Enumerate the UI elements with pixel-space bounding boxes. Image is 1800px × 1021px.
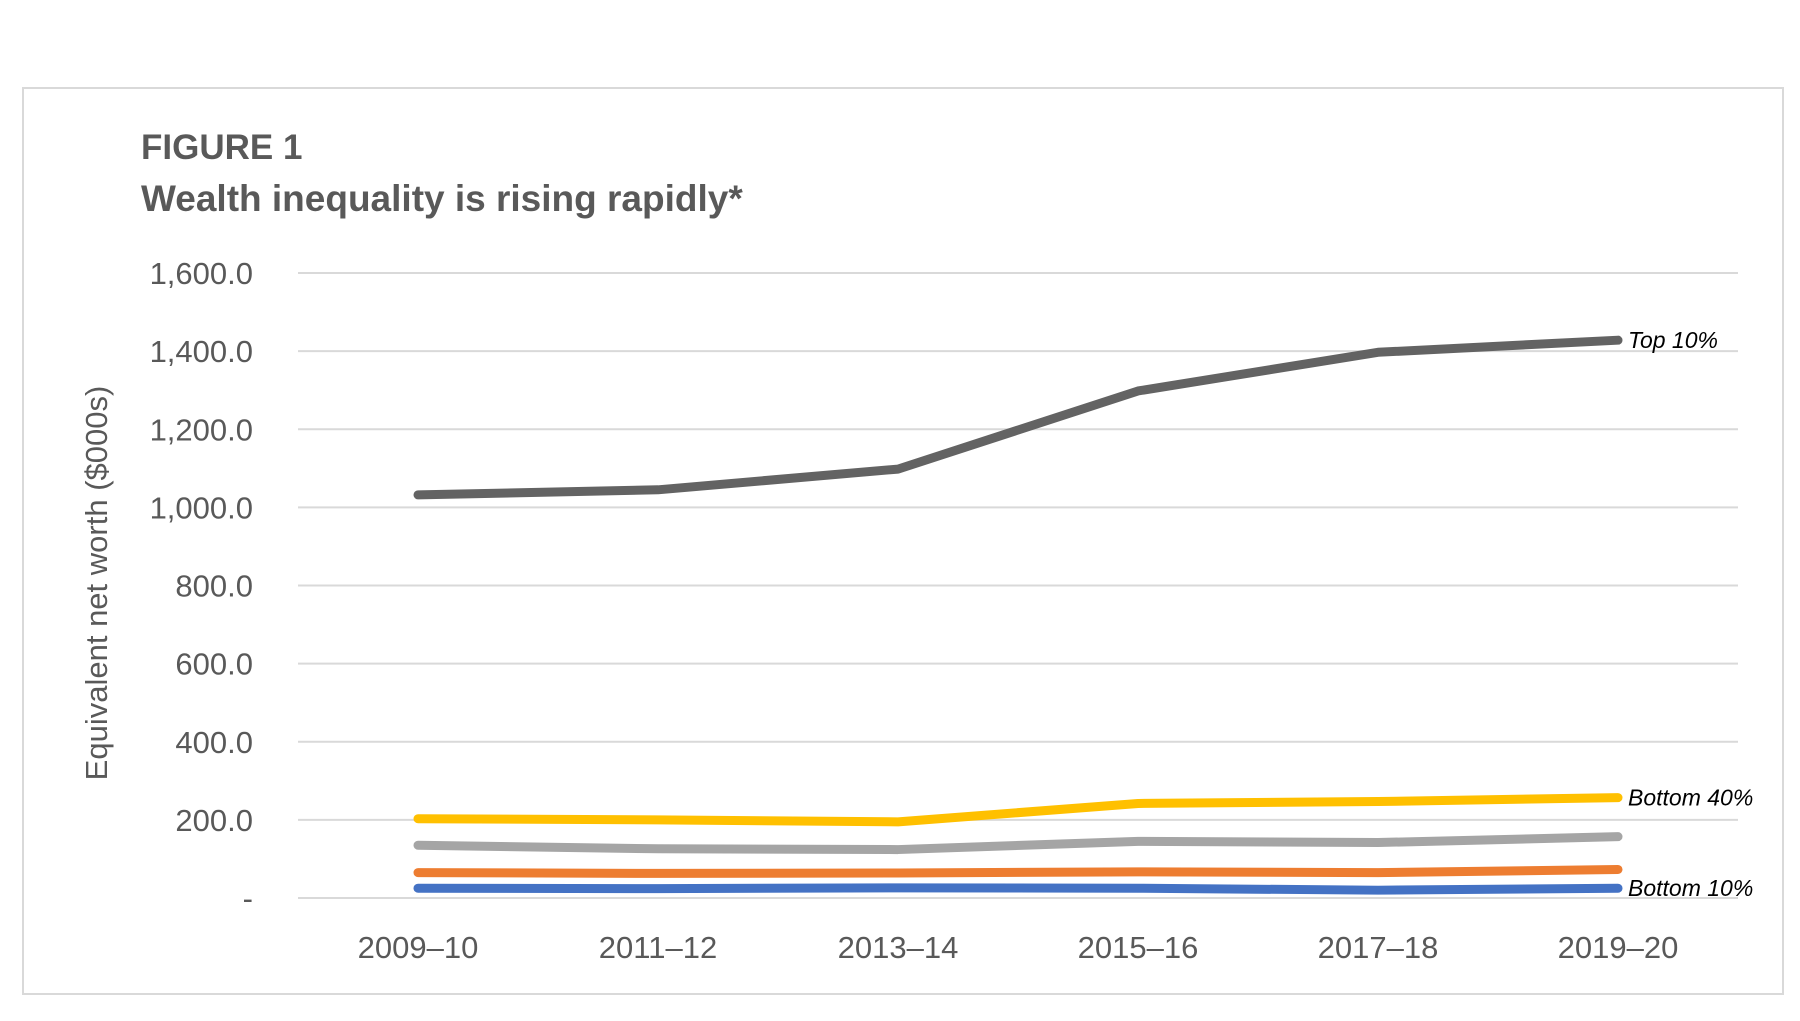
series-line [413,793,1623,827]
x-axis-ticks: 2009–10 2011–12 2013–14 2015–16 2017–18 2019–… [358,930,1679,965]
x-tick-label: 2017–18 [1318,930,1439,965]
y-tick-label: 1,400.0 [150,334,253,369]
x-tick-label: 2009–10 [358,930,479,965]
y-axis-ticks: - 200.0 400.0 600.0 800.0 1,000.0 1,200.0 1,400… [150,256,253,916]
series-line [413,883,1623,895]
series-line [413,864,1623,878]
series-label: Top 10% [1628,327,1718,353]
x-tick-label: 2013–14 [838,930,959,965]
chart-title: Wealth inequality is rising rapidly* [141,178,743,219]
y-tick-label: 200.0 [175,803,253,838]
y-tick-label: 400.0 [175,725,253,760]
y-tick-label: 800.0 [175,569,253,604]
series-label: Bottom 40% [1628,785,1753,811]
series-line [413,335,1623,500]
series-labels: Top 10% Bottom 40% Bottom 10% [1628,327,1753,901]
y-tick-label: 1,000.0 [150,490,253,525]
series-lines [413,335,1623,895]
series-line [413,832,1623,855]
y-tick-label: 600.0 [175,647,253,682]
x-tick-label: 2011–12 [599,930,717,965]
y-tick-label: 1,200.0 [150,412,253,447]
series-label: Bottom 10% [1628,875,1753,901]
figure-label: FIGURE 1 [141,128,303,167]
y-tick-label: - [243,881,253,916]
x-tick-label: 2015–16 [1078,930,1199,965]
chart-frame [22,87,1784,995]
y-tick-label: 1,600.0 [150,256,253,291]
gridlines [298,272,1738,899]
x-tick-label: 2019–20 [1558,930,1679,965]
y-axis-label: Equivalent net worth ($000s) [79,386,114,781]
